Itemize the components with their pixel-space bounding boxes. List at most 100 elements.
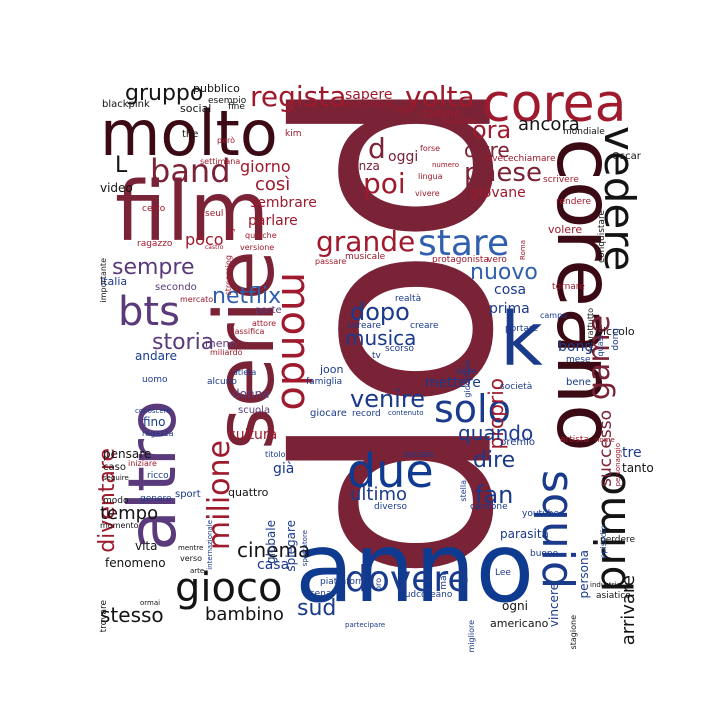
word-quasi: quasi	[596, 335, 605, 357]
word-iniziare: iniziare	[128, 459, 157, 468]
word-tornare: tornare	[552, 282, 585, 292]
word-L: L	[115, 153, 128, 178]
word-giocare: giocare	[310, 408, 347, 419]
word-volta: volta	[405, 80, 475, 113]
word-seguire: seguire	[103, 474, 129, 482]
word-parte: parte	[255, 305, 282, 316]
word-parasita: parasita	[500, 527, 549, 541]
word-blackpink: blackpink	[102, 99, 150, 110]
word-donna: donna	[232, 387, 270, 401]
word-the: the	[182, 129, 199, 140]
word-bambino: bambino	[205, 604, 284, 625]
word-fa: fa	[225, 228, 235, 237]
word-lingua: lingua	[418, 172, 443, 181]
word-sapere: sapere	[345, 87, 393, 103]
word-molto: molto	[100, 97, 278, 170]
word-versione: versione	[240, 243, 275, 252]
word-contenuto: contenuto	[388, 409, 424, 417]
word-Italia: Italia	[100, 275, 128, 288]
word-successo: successo	[596, 410, 616, 487]
word-fino: fino	[143, 415, 166, 429]
word-episodio: episodio	[599, 525, 608, 559]
word-settimana: settimana	[200, 157, 241, 166]
word-poco: poco	[185, 230, 224, 249]
word-piccolo: piccolo	[596, 325, 635, 338]
word-atleta: atleta	[233, 368, 257, 377]
word-tempo: tempo	[100, 503, 159, 524]
word-anno: anno	[295, 512, 535, 624]
word-storia: storia	[152, 330, 215, 355]
word-canzone: canzone	[470, 502, 508, 512]
word-migliore: migliore	[467, 620, 476, 653]
word-secondo: secondo	[155, 282, 197, 293]
word-poi: poi	[363, 167, 406, 200]
word-ogni: ogni	[502, 599, 528, 613]
word-kim: kim	[285, 129, 302, 139]
word-asiatico: asiatico	[596, 591, 631, 601]
word-dare: dare	[456, 367, 477, 377]
word-video: video	[100, 181, 133, 195]
word-mentre: mentre	[178, 544, 204, 552]
word-scrivere: scrivere	[543, 175, 579, 185]
word-gioco: gioco	[175, 565, 283, 611]
word-globale: globale	[264, 520, 278, 564]
word-regista: regista	[250, 80, 347, 113]
word-film: film	[115, 165, 270, 260]
word-sud: sud	[297, 596, 337, 621]
word-conquistare: conquistare	[597, 210, 607, 263]
word-esempio: esempio	[208, 96, 247, 106]
word-venire: venire	[350, 385, 425, 413]
word-premio: premio	[500, 437, 536, 448]
word-figlio: figlio	[393, 105, 415, 115]
word-dire: dire	[473, 448, 516, 473]
word-fan: fan	[475, 481, 514, 509]
word-sembrare: sembrare	[250, 195, 317, 211]
word-vincere: vincere	[547, 583, 561, 628]
word-fenomeno: fenomeno	[105, 556, 166, 570]
word-corea: corea	[482, 74, 627, 134]
word-pero: però	[217, 136, 236, 145]
word-persona: persona	[577, 550, 591, 599]
word-perdere: perdere	[600, 535, 636, 545]
word-stella: stella	[459, 480, 468, 502]
word-scena: scena	[305, 589, 332, 599]
word-verso: verso	[180, 554, 203, 563]
word-cultura: cultura	[228, 427, 278, 443]
word-rendere: rendere	[556, 197, 592, 207]
word-ricco: ricco	[147, 471, 169, 481]
word-senza: senza	[345, 159, 380, 173]
word-mercato: mercato	[180, 295, 214, 304]
word-diverso: diverso	[374, 502, 407, 512]
word-ormai: ormai	[140, 599, 161, 607]
word-oro: oro	[374, 578, 383, 591]
word-cinema: cinema	[237, 538, 311, 562]
word-cosi: così	[255, 174, 291, 195]
word-prima: prima	[489, 301, 530, 317]
word-giorno: giorno	[240, 157, 291, 176]
word-genere: genere	[140, 494, 172, 504]
word-uomo: uomo	[142, 375, 168, 385]
word-campo: campo	[540, 311, 568, 320]
word-miliardo: miliardo	[210, 348, 243, 357]
word-spiegare: spiegare	[284, 520, 298, 572]
word-vivere: vivere	[415, 189, 440, 198]
word-classifica: classifica	[228, 327, 265, 336]
word-bene: bene	[566, 377, 591, 388]
word-parlare: parlare	[248, 213, 298, 229]
word-band: band	[150, 152, 231, 190]
word-pubblico: pubblico	[193, 82, 240, 95]
word-due: due	[347, 444, 434, 498]
word-protagonista: protagonista	[432, 255, 489, 265]
word-sport: sport	[175, 489, 201, 500]
word-youtube: youtube	[522, 509, 560, 519]
word-durante: durante	[442, 117, 478, 127]
word-k: k	[500, 297, 543, 383]
word-cosa: cosa	[494, 282, 527, 298]
word-castro: castro	[205, 244, 224, 251]
word-industria: industria	[590, 581, 621, 589]
word-mese: mese	[566, 355, 591, 365]
word-soprattutto: soprattutto	[586, 308, 595, 353]
word-spettatore: spettatore	[301, 530, 309, 567]
word-pensare: pensare	[103, 447, 152, 461]
word-ancora: ancora	[518, 114, 580, 135]
